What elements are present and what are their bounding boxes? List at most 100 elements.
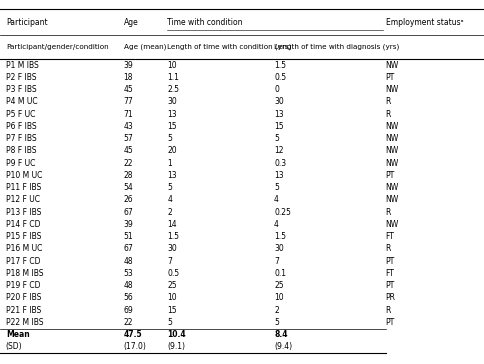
Text: 2.5: 2.5 — [167, 85, 179, 94]
Text: 15: 15 — [273, 122, 283, 131]
Text: 7: 7 — [273, 257, 278, 266]
Text: 30: 30 — [167, 244, 177, 253]
Text: NW: NW — [385, 146, 398, 155]
Text: R: R — [385, 110, 390, 119]
Text: NW: NW — [385, 134, 398, 143]
Text: Length of time with diagnosis (yrs): Length of time with diagnosis (yrs) — [273, 44, 398, 50]
Text: P19 F CD: P19 F CD — [6, 281, 40, 290]
Text: Length of time with condition (yrs): Length of time with condition (yrs) — [167, 44, 291, 50]
Text: 7: 7 — [167, 257, 172, 266]
Text: P4 M UC: P4 M UC — [6, 97, 37, 106]
Text: 28: 28 — [123, 171, 133, 180]
Text: 43: 43 — [123, 122, 133, 131]
Text: P6 F IBS: P6 F IBS — [6, 122, 36, 131]
Text: 47.5: 47.5 — [123, 330, 142, 339]
Text: P15 F IBS: P15 F IBS — [6, 232, 41, 241]
Text: 53: 53 — [123, 269, 133, 278]
Text: (SD): (SD) — [6, 343, 22, 352]
Text: 2: 2 — [273, 306, 278, 315]
Text: 0: 0 — [273, 85, 278, 94]
Text: PT: PT — [385, 318, 394, 327]
Text: 20: 20 — [167, 146, 177, 155]
Text: 10: 10 — [273, 293, 283, 302]
Text: 54: 54 — [123, 183, 133, 192]
Text: 15: 15 — [167, 306, 177, 315]
Text: P20 F IBS: P20 F IBS — [6, 293, 41, 302]
Text: FT: FT — [385, 232, 393, 241]
Text: P8 F IBS: P8 F IBS — [6, 146, 36, 155]
Text: 0.3: 0.3 — [273, 159, 286, 168]
Text: 48: 48 — [123, 281, 133, 290]
Text: 25: 25 — [167, 281, 177, 290]
Text: 13: 13 — [167, 110, 177, 119]
Text: 5: 5 — [167, 183, 172, 192]
Text: P13 F IBS: P13 F IBS — [6, 207, 41, 217]
Text: 4: 4 — [273, 220, 278, 229]
Text: NW: NW — [385, 159, 398, 168]
Text: PT: PT — [385, 171, 394, 180]
Text: 15: 15 — [167, 122, 177, 131]
Text: (9.4): (9.4) — [273, 343, 291, 352]
Text: P14 F CD: P14 F CD — [6, 220, 40, 229]
Text: Participant: Participant — [6, 18, 47, 27]
Text: 1.1: 1.1 — [167, 73, 179, 82]
Text: 1.5: 1.5 — [167, 232, 179, 241]
Text: 13: 13 — [273, 171, 283, 180]
Text: Mean: Mean — [6, 330, 30, 339]
Text: P7 F IBS: P7 F IBS — [6, 134, 36, 143]
Text: 77: 77 — [123, 97, 133, 106]
Text: Age (mean): Age (mean) — [123, 44, 166, 50]
Text: 39: 39 — [123, 220, 133, 229]
Text: 67: 67 — [123, 244, 133, 253]
Text: 4: 4 — [273, 195, 278, 205]
Text: 0.5: 0.5 — [167, 269, 179, 278]
Text: NW: NW — [385, 85, 398, 94]
Text: P10 M UC: P10 M UC — [6, 171, 42, 180]
Text: 1: 1 — [167, 159, 172, 168]
Text: NW: NW — [385, 60, 398, 70]
Text: 10.4: 10.4 — [167, 330, 185, 339]
Text: 51: 51 — [123, 232, 133, 241]
Text: 45: 45 — [123, 85, 133, 94]
Text: 1.5: 1.5 — [273, 60, 286, 70]
Text: 56: 56 — [123, 293, 133, 302]
Text: 25: 25 — [273, 281, 283, 290]
Text: PT: PT — [385, 73, 394, 82]
Text: 48: 48 — [123, 257, 133, 266]
Text: 39: 39 — [123, 60, 133, 70]
Text: 1.5: 1.5 — [273, 232, 286, 241]
Text: NW: NW — [385, 122, 398, 131]
Text: (9.1): (9.1) — [167, 343, 185, 352]
Text: P17 F CD: P17 F CD — [6, 257, 40, 266]
Text: P21 F IBS: P21 F IBS — [6, 306, 41, 315]
Text: 22: 22 — [123, 159, 133, 168]
Text: R: R — [385, 244, 390, 253]
Text: P3 F IBS: P3 F IBS — [6, 85, 36, 94]
Text: R: R — [385, 207, 390, 217]
Text: 5: 5 — [167, 318, 172, 327]
Text: 67: 67 — [123, 207, 133, 217]
Text: 5: 5 — [273, 183, 278, 192]
Text: 12: 12 — [273, 146, 283, 155]
Text: 0.25: 0.25 — [273, 207, 290, 217]
Text: 22: 22 — [123, 318, 133, 327]
Text: 4: 4 — [167, 195, 172, 205]
Text: PR: PR — [385, 293, 395, 302]
Text: PT: PT — [385, 257, 394, 266]
Text: 10: 10 — [167, 60, 177, 70]
Text: 5: 5 — [273, 134, 278, 143]
Text: P1 M IBS: P1 M IBS — [6, 60, 39, 70]
Text: 30: 30 — [273, 244, 283, 253]
Text: 0.1: 0.1 — [273, 269, 286, 278]
Text: P2 F IBS: P2 F IBS — [6, 73, 36, 82]
Text: 30: 30 — [167, 97, 177, 106]
Text: (17.0): (17.0) — [123, 343, 146, 352]
Text: 13: 13 — [167, 171, 177, 180]
Text: 71: 71 — [123, 110, 133, 119]
Text: P5 F UC: P5 F UC — [6, 110, 35, 119]
Text: 2: 2 — [167, 207, 172, 217]
Text: Age: Age — [123, 18, 138, 27]
Text: 13: 13 — [273, 110, 283, 119]
Text: P22 M IBS: P22 M IBS — [6, 318, 43, 327]
Text: 57: 57 — [123, 134, 133, 143]
